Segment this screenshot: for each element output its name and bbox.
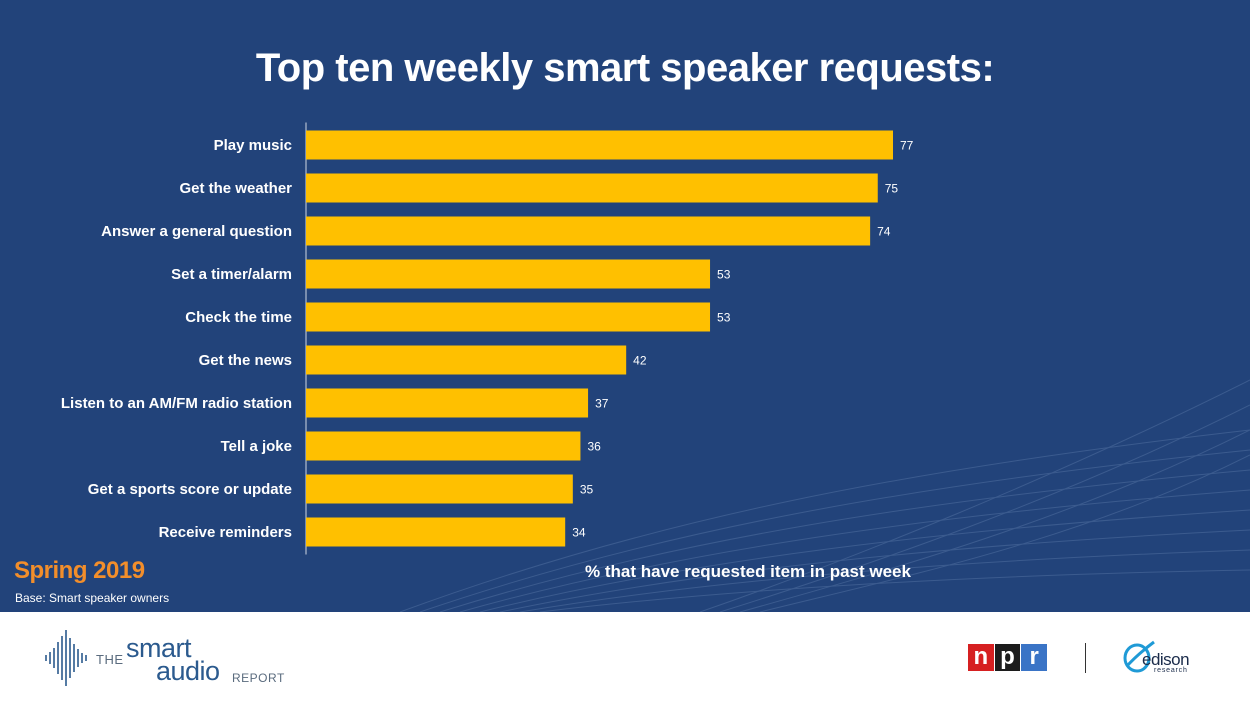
edison-subtitle: research: [1154, 667, 1188, 674]
edison-word: edison: [1142, 650, 1190, 669]
data-label: 37: [595, 397, 609, 411]
data-label: 75: [885, 182, 899, 196]
wave-decoration: [399, 379, 1250, 612]
data-label: 34: [572, 526, 586, 540]
smart-audio-report-logo: THE smart audio REPORT: [44, 628, 284, 688]
logo-report-text: REPORT: [232, 671, 285, 685]
bar: [306, 517, 566, 547]
season-label: Spring 2019: [14, 557, 145, 584]
bar-chart: Play music 77 Get the weather 75 Answer a ge…: [61, 122, 914, 581]
logo-audio-text: audio: [156, 656, 220, 686]
bar: [306, 474, 573, 504]
logo-divider: [1085, 643, 1086, 673]
data-label: 53: [717, 268, 731, 282]
npr-letter-n: n: [968, 644, 994, 671]
data-label: 53: [717, 311, 731, 325]
category-label: Get the weather: [179, 180, 292, 197]
category-label: Listen to an AM/FM radio station: [61, 395, 292, 412]
soundwave-icon: [45, 630, 87, 686]
edison-swirl-icon: [1123, 640, 1155, 673]
bar: [306, 216, 871, 246]
bar: [306, 259, 711, 289]
logo-smart-text: smart: [126, 633, 192, 663]
bar: [306, 345, 627, 375]
data-label: 42: [633, 354, 647, 368]
npr-letter-r: r: [1021, 644, 1048, 671]
category-label: Check the time: [185, 309, 292, 326]
base-note: Base: Smart speaker owners: [15, 591, 170, 605]
bar: [306, 388, 589, 418]
npr-letter-p: p: [994, 644, 1021, 671]
edison-logo: edison research: [1120, 638, 1220, 678]
data-label: 77: [900, 139, 914, 153]
chart-title: Top ten weekly smart speaker requests:: [255, 46, 995, 90]
category-label: Answer a general question: [101, 223, 292, 240]
category-label: Tell a joke: [221, 438, 292, 455]
bar: [306, 130, 893, 160]
category-label: Set a timer/alarm: [171, 266, 292, 283]
data-label: 36: [587, 440, 601, 454]
bar: [306, 302, 711, 332]
bar: [306, 173, 878, 203]
x-axis-label: % that have requested item in past week: [585, 562, 911, 581]
category-label: Get a sports score or update: [88, 481, 292, 498]
category-label: Get the news: [199, 352, 292, 369]
npr-logo: n p r: [968, 644, 1048, 671]
category-label: Play music: [214, 137, 292, 154]
data-label: 74: [877, 225, 891, 239]
chart-panel: Top ten weekly smart speaker requests:: [0, 0, 1250, 612]
bar: [306, 431, 581, 461]
logo-the-text: THE: [96, 652, 124, 667]
category-label: Receive reminders: [159, 524, 292, 541]
data-label: 35: [580, 483, 594, 497]
